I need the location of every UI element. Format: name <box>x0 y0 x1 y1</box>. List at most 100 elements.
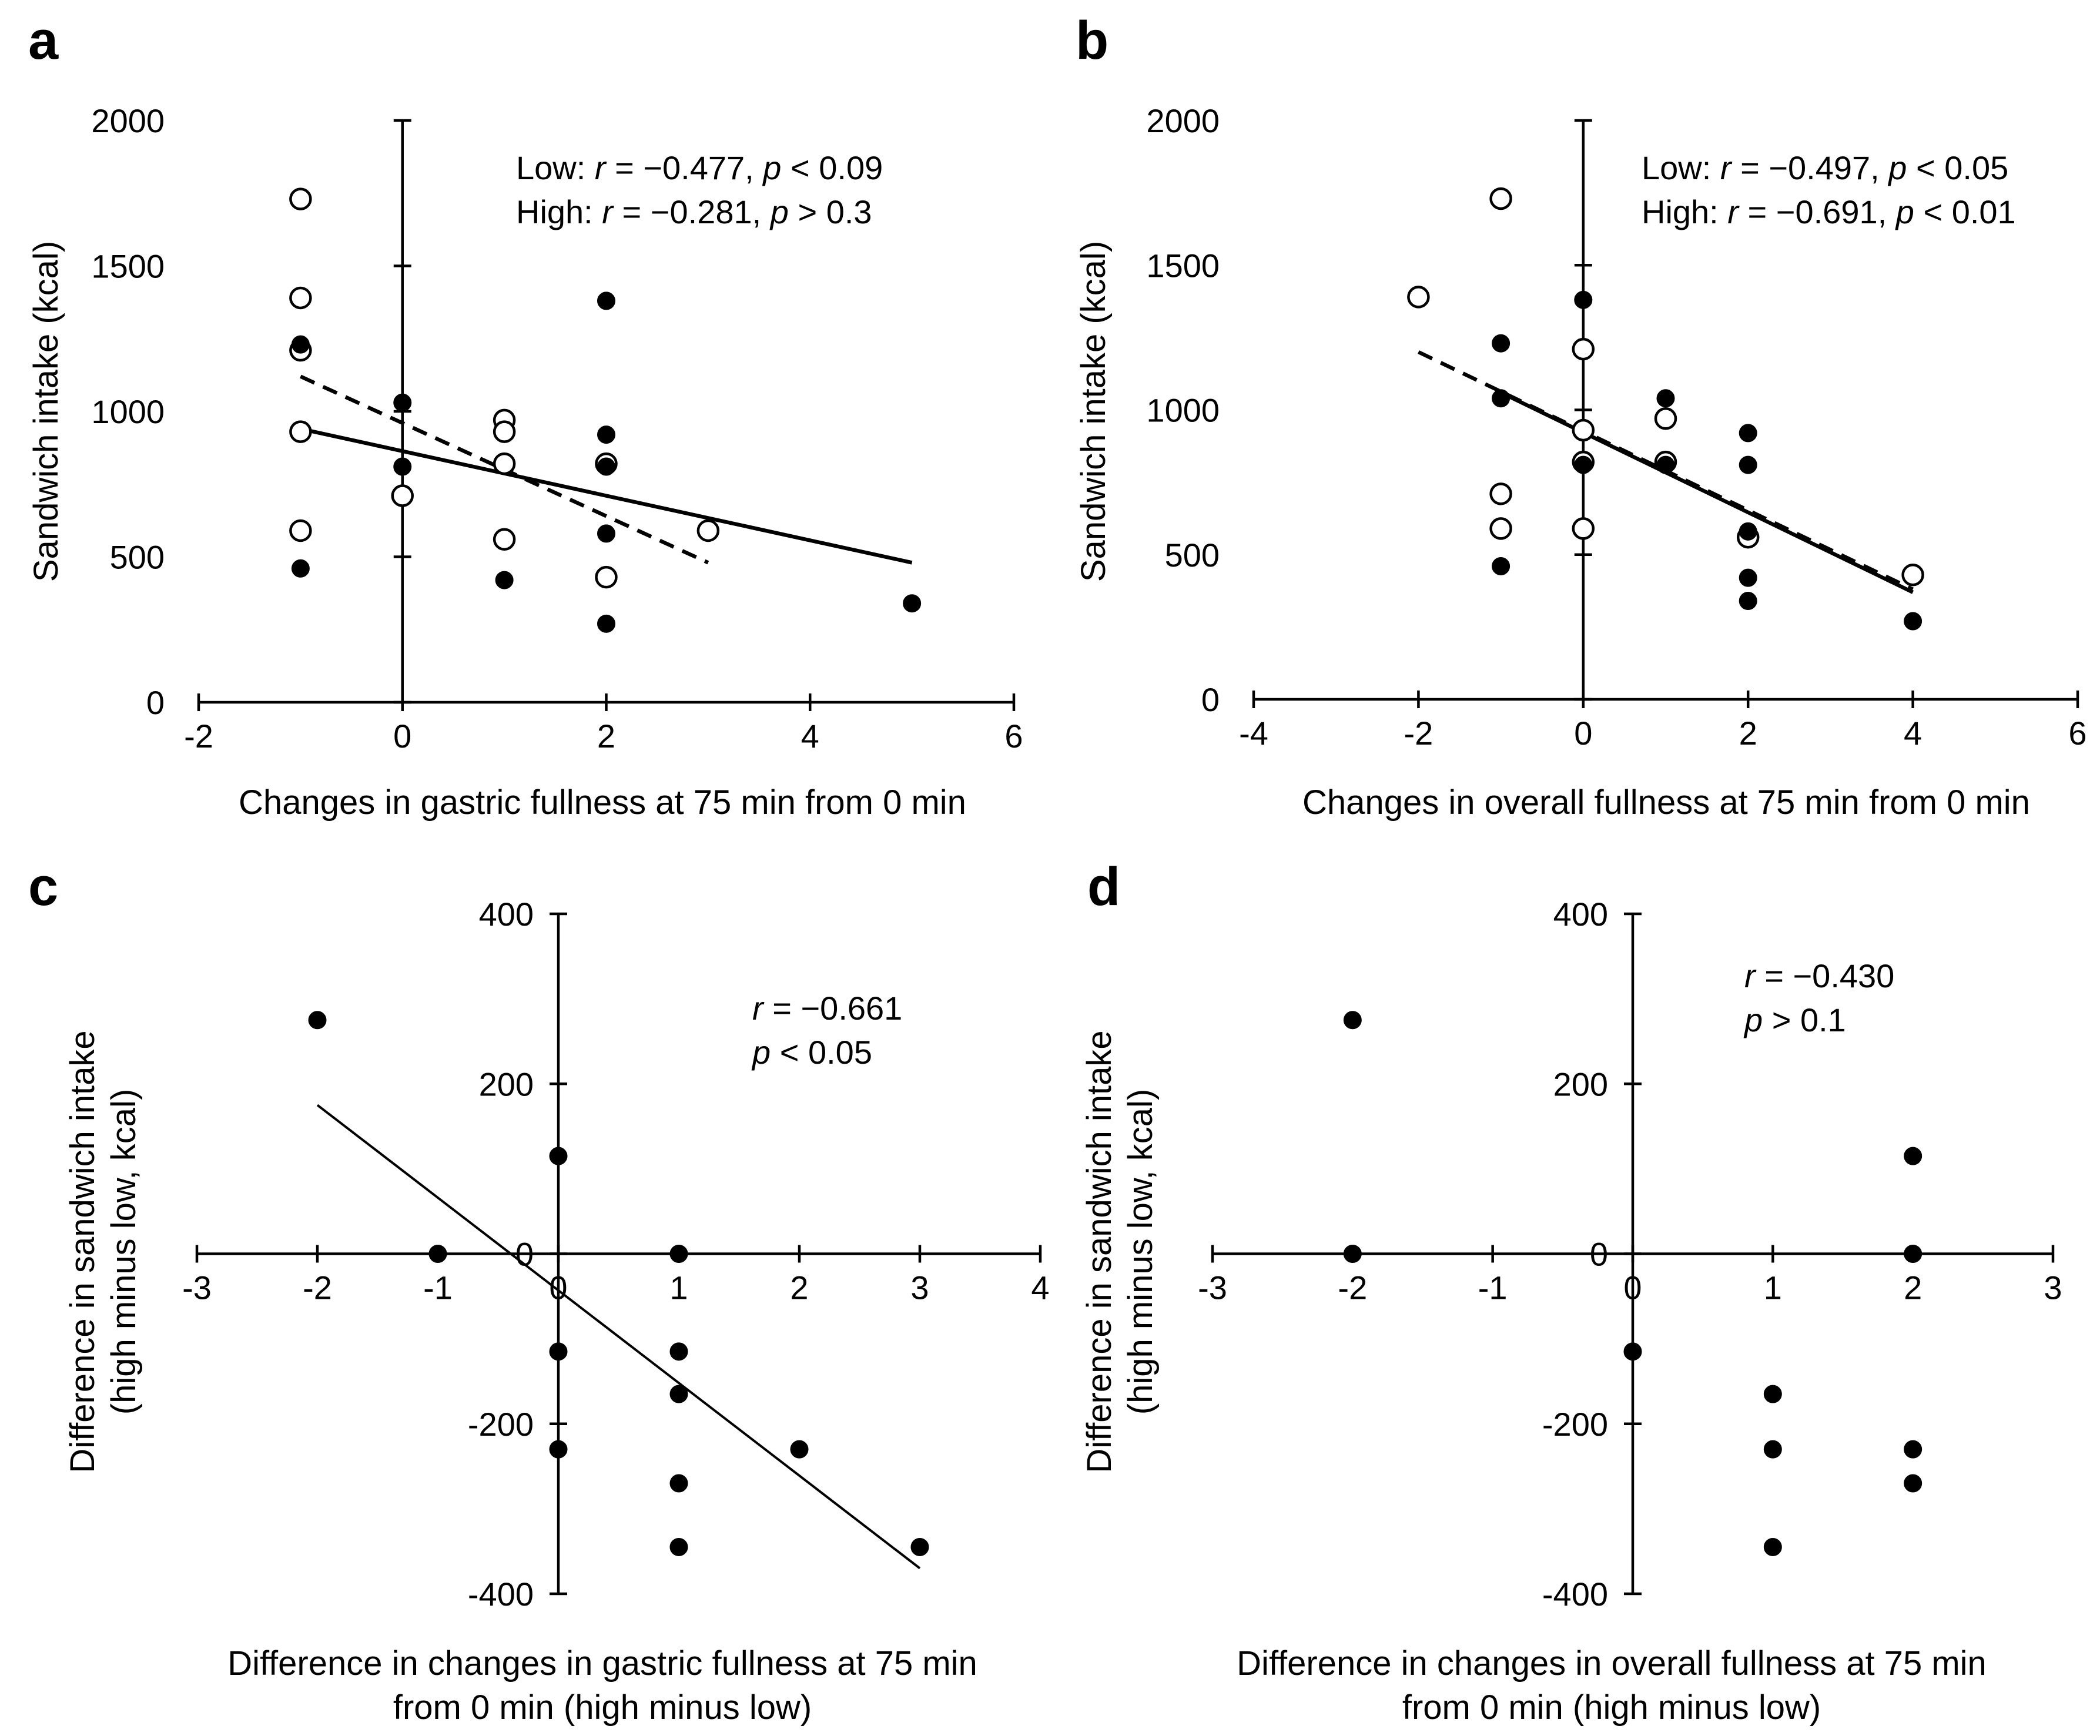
stat-annotation: High: r = −0.281, p > 0.3 <box>516 193 872 230</box>
stat-annotation-part: r <box>1727 193 1740 230</box>
x-tick-label: 4 <box>1904 715 1922 752</box>
stat-annotation-part: Low: <box>516 149 595 186</box>
stat-annotation-part: p <box>751 1034 771 1071</box>
data-point-high <box>1574 290 1593 309</box>
y-axis-label-line: Sandwich intake (kcal) <box>27 241 65 582</box>
data-point-high <box>1656 389 1675 408</box>
regression-line-fit <box>316 1104 921 1570</box>
x-tick-label: -1 <box>1478 1269 1508 1306</box>
stat-annotation-part: > 0.1 <box>1763 1001 1846 1038</box>
data-point-difference <box>669 1245 688 1263</box>
y-axis-label-line: Difference in sandwich intake <box>1080 1030 1118 1473</box>
stat-annotation-part: = −0.691, <box>1739 193 1896 230</box>
y-tick-label: 400 <box>479 896 534 933</box>
data-point-difference <box>549 1440 568 1459</box>
x-tick-label: 3 <box>2044 1269 2062 1306</box>
data-point-low <box>493 528 516 551</box>
data-point-difference <box>669 1474 688 1493</box>
data-point-high <box>597 291 615 310</box>
data-point-high <box>291 559 310 578</box>
x-axis-label-line: Changes in overall fullness at 75 min fr… <box>1302 783 2030 822</box>
data-point-difference <box>1343 1245 1362 1263</box>
data-point-difference <box>669 1385 688 1403</box>
stat-annotation-part: < 0.01 <box>1914 193 2016 230</box>
data-point-difference <box>1904 1474 1923 1493</box>
data-point-low <box>493 420 516 443</box>
stat-annotation-part: High: <box>1642 193 1727 230</box>
y-axis-label-line: Sandwich intake (kcal) <box>1074 241 1113 582</box>
x-axis-label-line: from 0 min (high minus low) <box>1402 1688 1821 1727</box>
x-tick-label: 0 <box>1574 715 1592 752</box>
data-point-low <box>1407 286 1430 309</box>
data-point-difference <box>549 1342 568 1361</box>
data-point-difference <box>308 1011 327 1030</box>
panel-b: b -4 -2 0 2 4 6 0 500 1000 1500 2000 Sandwich intake… <box>1074 11 2087 822</box>
data-point-low <box>493 452 516 475</box>
data-point-high <box>1739 568 1757 587</box>
stat-annotation-part: p <box>1887 149 1907 186</box>
stat-annotation-part: < 0.09 <box>781 149 883 186</box>
y-tick-label: -400 <box>468 1576 534 1613</box>
stat-annotation: p < 0.05 <box>751 1034 872 1071</box>
data-point-high <box>903 594 922 613</box>
data-point-high <box>393 393 412 412</box>
data-point-low <box>1572 337 1595 361</box>
stat-annotation-part: Low: <box>1642 149 1720 186</box>
data-point-difference <box>1763 1385 1782 1403</box>
y-tick-label: -400 <box>1542 1576 1608 1613</box>
stat-annotation-part: r <box>1720 149 1733 186</box>
panel-letter: b <box>1076 11 1108 71</box>
stat-annotation-part: p <box>1743 1001 1763 1038</box>
data-point-high <box>1492 334 1510 353</box>
stat-annotation-part: = −0.430 <box>1756 957 1895 994</box>
stat-annotation-part: < 0.05 <box>771 1034 872 1071</box>
x-tick-label: 6 <box>1004 718 1023 755</box>
y-tick-label: 0 <box>1201 681 1220 718</box>
data-point-low <box>289 286 312 310</box>
x-tick-label: 2 <box>1904 1269 1922 1306</box>
panel-a: a -2 0 2 4 6 0 500 1000 1500 2000 Sandwich intake (… <box>27 11 1023 822</box>
data-point-high <box>597 524 615 543</box>
y-tick-label: 400 <box>1553 896 1608 933</box>
x-tick-label: 6 <box>2068 715 2086 752</box>
x-tick-label: -2 <box>1338 1269 1367 1306</box>
x-tick-label: 2 <box>1739 715 1757 752</box>
data-point-difference <box>428 1245 447 1263</box>
y-tick-label: 1000 <box>91 393 165 430</box>
stat-annotation-part: = −0.497, <box>1731 149 1889 186</box>
panel-letter: c <box>28 857 58 917</box>
data-point-high <box>597 614 615 633</box>
x-tick-label: -2 <box>303 1269 332 1306</box>
data-point-high <box>597 457 615 476</box>
regression-line-high <box>300 427 913 565</box>
data-point-low <box>1489 517 1512 540</box>
stat-annotation-part: r <box>1744 957 1757 994</box>
stat-annotation: Low: r = −0.497, p < 0.05 <box>1642 149 2008 186</box>
data-point-difference <box>1904 1245 1923 1263</box>
x-tick-label: 2 <box>790 1269 808 1306</box>
stat-annotation: r = −0.430 <box>1744 957 1894 994</box>
y-axis-label: Sandwich intake (kcal) <box>1074 241 1113 582</box>
data-point-difference <box>1904 1440 1923 1459</box>
data-point-high <box>1574 455 1593 474</box>
y-tick-label: 2000 <box>1146 102 1220 139</box>
y-axis-label: Difference in sandwich intake(high minus… <box>1080 1030 1160 1473</box>
panel-letter: a <box>28 11 59 71</box>
data-point-low <box>1572 517 1595 540</box>
x-tick-label: 4 <box>1031 1269 1049 1306</box>
data-point-difference <box>910 1537 929 1556</box>
data-point-difference <box>1623 1342 1642 1361</box>
x-tick-label: 1 <box>1764 1269 1782 1306</box>
data-point-difference <box>790 1440 809 1459</box>
data-point-difference <box>1343 1011 1362 1030</box>
data-point-high <box>597 425 615 444</box>
y-tick-label: 200 <box>1553 1065 1608 1102</box>
x-tick-label: -3 <box>1198 1269 1227 1306</box>
stat-annotation-part: High: <box>516 193 602 230</box>
x-tick-label: 0 <box>1623 1269 1642 1306</box>
stat-annotation-part: > 0.3 <box>789 193 872 230</box>
data-point-high <box>291 335 310 354</box>
x-axis-label-line: from 0 min (high minus low) <box>393 1688 812 1727</box>
x-tick-label: -1 <box>423 1269 453 1306</box>
stat-annotation-part: = −0.477, <box>606 149 763 186</box>
